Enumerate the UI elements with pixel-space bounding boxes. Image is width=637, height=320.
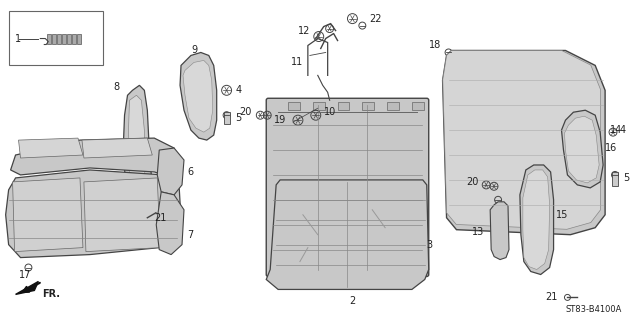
Text: 2: 2	[349, 296, 355, 306]
Text: 9: 9	[191, 45, 197, 55]
Polygon shape	[443, 51, 605, 235]
Polygon shape	[443, 51, 601, 229]
Bar	[47, 34, 51, 44]
Polygon shape	[84, 178, 161, 252]
Text: 17: 17	[18, 269, 31, 279]
Text: 20: 20	[239, 107, 252, 117]
Text: 19: 19	[274, 115, 286, 125]
Polygon shape	[490, 202, 509, 260]
Polygon shape	[156, 192, 184, 255]
Text: 1: 1	[15, 34, 20, 44]
Polygon shape	[13, 178, 83, 252]
Bar	[412, 102, 424, 110]
FancyBboxPatch shape	[266, 98, 429, 276]
Text: 13: 13	[472, 227, 484, 237]
Text: 10: 10	[324, 107, 336, 117]
Text: 4: 4	[620, 125, 626, 135]
Text: 22: 22	[369, 14, 382, 24]
Text: 21: 21	[545, 292, 557, 302]
Text: 15: 15	[555, 210, 568, 220]
Polygon shape	[520, 165, 554, 275]
Text: 18: 18	[429, 41, 441, 51]
Text: 5: 5	[236, 113, 242, 123]
Text: 8: 8	[113, 82, 120, 92]
Bar	[77, 34, 81, 44]
Text: 21: 21	[154, 213, 167, 223]
Bar	[62, 34, 66, 44]
Polygon shape	[157, 148, 184, 195]
Bar	[338, 102, 350, 110]
Text: 11: 11	[290, 57, 303, 68]
Bar	[57, 34, 61, 44]
Text: 16: 16	[605, 143, 617, 153]
Text: 7: 7	[187, 230, 193, 240]
Text: 3: 3	[427, 240, 433, 250]
Bar	[288, 102, 300, 110]
Polygon shape	[183, 60, 213, 132]
Polygon shape	[561, 110, 603, 188]
Polygon shape	[129, 95, 145, 200]
Bar	[72, 34, 76, 44]
Polygon shape	[15, 282, 38, 294]
Polygon shape	[124, 85, 152, 210]
Polygon shape	[266, 180, 429, 289]
Bar	[362, 102, 375, 110]
Text: 4: 4	[236, 85, 241, 95]
Bar	[224, 112, 229, 124]
Polygon shape	[82, 138, 152, 158]
Text: 6: 6	[187, 167, 193, 177]
Bar	[52, 34, 56, 44]
Bar	[313, 102, 325, 110]
Text: 14: 14	[610, 125, 622, 135]
Bar	[67, 34, 71, 44]
Polygon shape	[523, 170, 550, 269]
Polygon shape	[180, 52, 217, 140]
Polygon shape	[18, 138, 83, 158]
Text: 20: 20	[466, 177, 478, 187]
Text: 12: 12	[299, 26, 311, 36]
Bar	[387, 102, 399, 110]
Polygon shape	[6, 170, 181, 258]
Polygon shape	[564, 116, 599, 183]
Text: FR.: FR.	[42, 289, 61, 300]
Bar	[612, 172, 618, 186]
Bar	[9, 11, 103, 65]
Polygon shape	[11, 138, 177, 175]
Text: ST83-B4100A: ST83-B4100A	[566, 305, 622, 314]
Text: 5: 5	[623, 173, 629, 183]
